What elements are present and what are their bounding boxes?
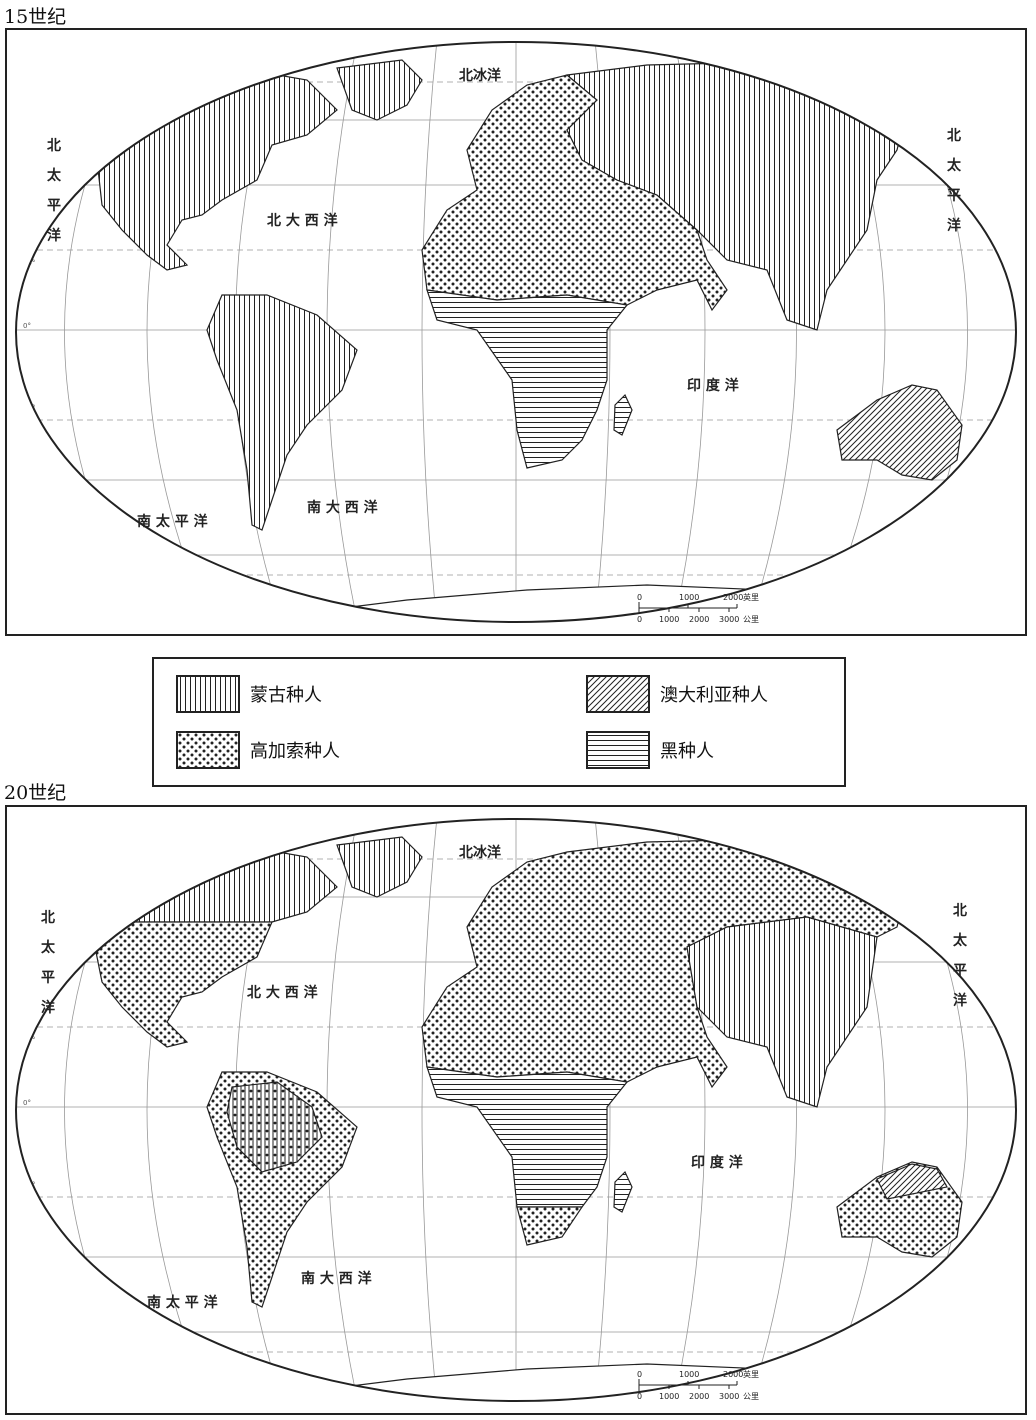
world-map-15th: 60°40° 20°0° 20°40° 60° 北冰洋 北 太 平 洋 北 太 … — [15, 41, 1017, 624]
legend-item-caucasoid: 高加索种人 — [176, 731, 340, 769]
scale-bottom-tick: 1000 — [659, 1392, 679, 1401]
scale-bottom-tick: 2000 — [689, 1392, 709, 1401]
scale-bottom-tick: 1000 — [659, 615, 679, 624]
scale-top-unit: 英里 — [743, 592, 759, 602]
svg-text:40°: 40° — [23, 1251, 35, 1259]
scale-bar: 0 1000 2000 英里 0 1000 2000 3000 公里 — [637, 592, 759, 624]
legend-swatch-horizontal-lines — [586, 731, 650, 769]
north-pacific-right-2: 太 — [953, 932, 968, 949]
scale-top-tick: 1000 — [679, 1370, 699, 1379]
scale-bottom-tick: 2000 — [689, 615, 709, 624]
madagascar-region — [613, 393, 633, 436]
north-pacific-left-3: 平 — [47, 198, 61, 214]
scale-top-tick: 1000 — [679, 593, 699, 602]
svg-text:40°: 40° — [23, 177, 35, 185]
north-pacific-right-2: 太 — [947, 157, 962, 174]
scale-top-tick: 0 — [637, 593, 642, 602]
north-pacific-right-1: 北 — [947, 128, 961, 144]
legend: 蒙古种人 澳大利亚种人 高加索种人 黑种人 — [152, 657, 846, 787]
north-pacific-left-4: 洋 — [47, 227, 61, 244]
legend-item-australoid: 澳大利亚种人 — [586, 675, 768, 713]
legend-item-mongoloid: 蒙古种人 — [176, 675, 322, 713]
australia-north-region — [876, 1163, 948, 1200]
svg-text:60°: 60° — [23, 547, 35, 555]
south-pacific-label: 南 太 平 洋 — [137, 513, 208, 530]
north-america-south-region — [86, 921, 273, 1048]
svg-text:40°: 40° — [23, 474, 35, 482]
north-pacific-right-3: 平 — [947, 188, 961, 204]
legend-swatch-dots — [176, 731, 240, 769]
antarctica-region — [106, 1363, 938, 1401]
australia-region — [836, 384, 963, 481]
north-pacific-left-1: 北 — [47, 138, 61, 154]
legend-label: 黑种人 — [660, 741, 714, 762]
north-atlantic-label: 北 大 西 洋 — [267, 212, 338, 229]
greenland-region — [336, 836, 423, 898]
africa-region — [426, 1066, 629, 1208]
svg-text:0°: 0° — [23, 322, 31, 330]
world-map-20th: 60°40° 20°0° 20°40° 60° 北冰洋 北 太 平 洋 北 太 … — [15, 818, 1017, 1402]
south-pacific-label: 南 太 平 洋 — [147, 1294, 218, 1311]
map-15th-century: 60° 40° 20° 0° 20° 40° 60° 北冰洋 北 太 平 洋 北 太 … — [5, 28, 1027, 636]
north-pacific-left-4: 洋 — [41, 999, 55, 1016]
madagascar-region — [613, 1170, 633, 1213]
scale-bottom-tick: 3000 — [719, 1392, 739, 1401]
south-atlantic-label: 南 大 西 洋 — [307, 499, 378, 516]
scale-bar: 0 1000 2000 英里 0 1000 2000 3000 公里 — [637, 1369, 759, 1401]
scale-bottom-unit: 公里 — [743, 1392, 759, 1401]
asia-region — [686, 916, 878, 1108]
indian-ocean-label: 印 度 洋 — [691, 1154, 743, 1171]
legend-item-negroid: 黑种人 — [586, 731, 714, 769]
north-america-north-region — [76, 844, 338, 923]
north-pacific-right-3: 平 — [953, 963, 967, 979]
scale-bottom-unit: 公里 — [743, 615, 759, 624]
north-pacific-left-2: 太 — [47, 167, 62, 184]
svg-text:60°: 60° — [23, 889, 35, 897]
south-america-region — [206, 294, 358, 531]
scale-top-tick: 2000 — [723, 1370, 743, 1379]
legend-label: 蒙古种人 — [250, 685, 322, 706]
north-pacific-right-4: 洋 — [953, 992, 967, 1009]
legend-swatch-diagonal-lines — [586, 675, 650, 713]
scale-top-unit: 英里 — [743, 1369, 759, 1379]
svg-text:0°: 0° — [23, 1099, 31, 1107]
legend-label: 澳大利亚种人 — [660, 685, 768, 706]
scale-top-tick: 0 — [637, 1370, 642, 1379]
north-pacific-left-3: 平 — [41, 970, 55, 986]
south-america-mixed-region — [226, 1081, 323, 1173]
north-pacific-right-1: 北 — [953, 903, 967, 919]
south-atlantic-label: 南 大 西 洋 — [301, 1270, 372, 1287]
map-title-20th-century: 20世纪 — [4, 782, 67, 804]
scale-bottom-tick: 3000 — [719, 615, 739, 624]
arctic-ocean-label: 北冰洋 — [459, 844, 501, 861]
legend-label: 高加索种人 — [250, 741, 340, 762]
indian-ocean-label: 印 度 洋 — [687, 377, 739, 394]
scale-top-tick: 2000 — [723, 593, 743, 602]
arctic-ocean-label: 北冰洋 — [459, 67, 501, 84]
svg-text:40°: 40° — [23, 954, 35, 962]
svg-text:60°: 60° — [23, 112, 35, 120]
north-atlantic-label: 北 大 西 洋 — [247, 984, 318, 1001]
north-pacific-left-2: 太 — [41, 939, 56, 956]
legend-swatch-vertical-lines — [176, 675, 240, 713]
map-20th-century: 60° 40° 20° 0° 20° 40° 60° 北冰洋 北 太 平 洋 北 太 … — [5, 805, 1027, 1415]
greenland-region — [336, 59, 423, 121]
north-pacific-left-1: 北 — [41, 910, 55, 926]
scale-bottom-tick: 0 — [637, 615, 642, 624]
map-title-15th-century: 15世纪 — [4, 6, 67, 28]
svg-text:60°: 60° — [23, 1324, 35, 1332]
scale-bottom-tick: 0 — [637, 1392, 642, 1401]
africa-region — [426, 289, 629, 469]
south-africa-region — [516, 1206, 584, 1246]
antarctica-region — [106, 584, 938, 622]
north-pacific-right-4: 洋 — [947, 217, 961, 234]
